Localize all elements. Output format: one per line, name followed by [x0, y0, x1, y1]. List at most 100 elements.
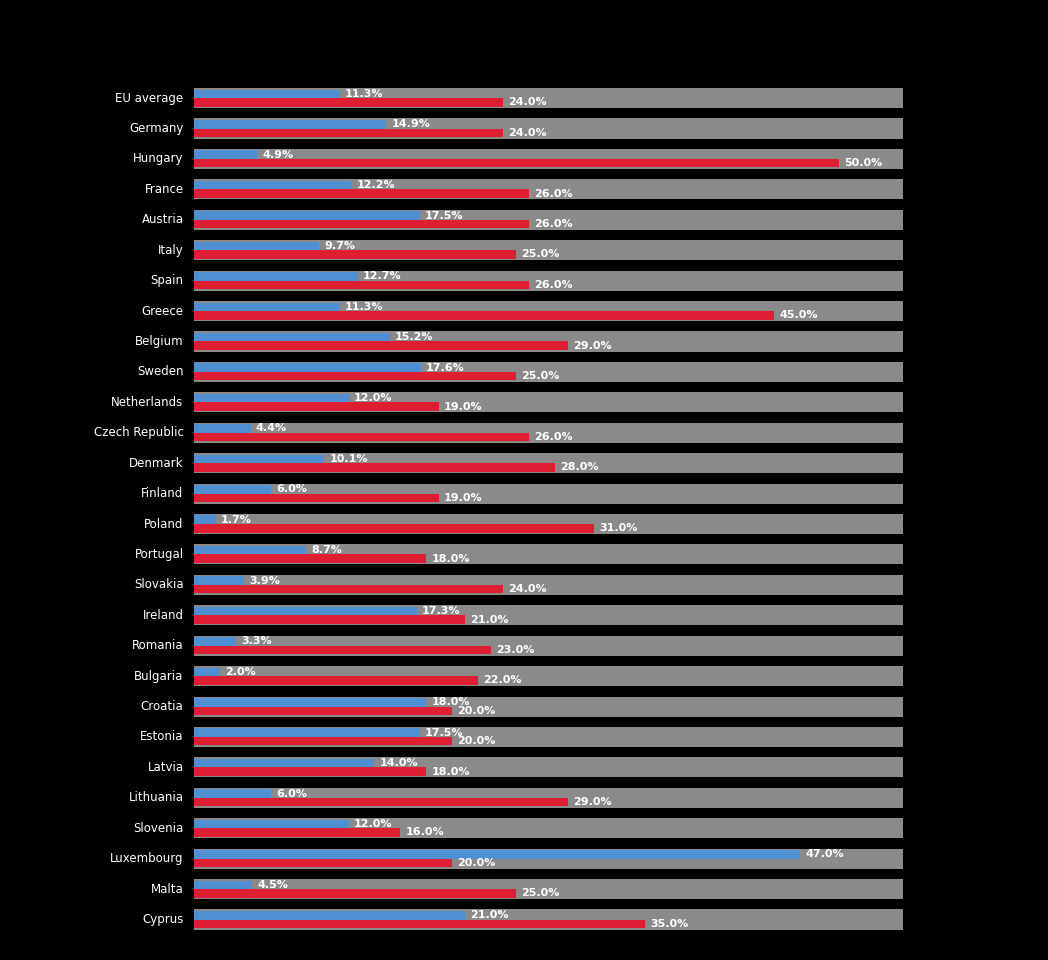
- Bar: [194, 180, 903, 200]
- Text: 50.0%: 50.0%: [844, 158, 882, 168]
- Text: EU average: EU average: [115, 91, 183, 105]
- Text: Ireland: Ireland: [143, 609, 183, 622]
- Text: 26.0%: 26.0%: [534, 432, 573, 442]
- Text: Croatia: Croatia: [140, 700, 183, 713]
- Text: Hungary: Hungary: [133, 153, 183, 165]
- Bar: [194, 698, 427, 707]
- Bar: [194, 605, 903, 625]
- Bar: [194, 394, 349, 402]
- Text: 12.2%: 12.2%: [356, 180, 395, 190]
- Text: Latvia: Latvia: [148, 761, 183, 774]
- Text: Portugal: Portugal: [134, 548, 183, 561]
- Bar: [194, 637, 237, 646]
- Text: 24.0%: 24.0%: [508, 128, 547, 138]
- Text: 11.3%: 11.3%: [345, 89, 384, 99]
- Text: Luxembourg: Luxembourg: [110, 852, 183, 865]
- Bar: [194, 493, 439, 502]
- Bar: [194, 524, 594, 533]
- Bar: [194, 757, 903, 778]
- Text: 2.0%: 2.0%: [225, 667, 256, 677]
- Bar: [194, 393, 903, 413]
- Text: France: France: [145, 182, 183, 196]
- Text: Romania: Romania: [132, 639, 183, 652]
- Text: 29.0%: 29.0%: [573, 341, 612, 350]
- Bar: [194, 364, 421, 372]
- Bar: [194, 120, 386, 129]
- Bar: [194, 149, 903, 169]
- Bar: [194, 544, 903, 564]
- Text: 26.0%: 26.0%: [534, 219, 573, 229]
- Bar: [194, 851, 800, 858]
- Text: 26.0%: 26.0%: [534, 280, 573, 290]
- Bar: [194, 707, 452, 715]
- Text: 9.7%: 9.7%: [324, 241, 355, 251]
- Text: 6.0%: 6.0%: [277, 485, 307, 494]
- Bar: [194, 516, 216, 524]
- Bar: [194, 607, 417, 615]
- Bar: [194, 666, 903, 686]
- Bar: [194, 615, 464, 624]
- Text: 47.0%: 47.0%: [805, 850, 844, 859]
- Bar: [194, 301, 903, 321]
- Bar: [194, 118, 903, 138]
- Bar: [194, 788, 903, 808]
- Bar: [194, 758, 374, 767]
- Bar: [194, 422, 903, 443]
- Bar: [194, 576, 244, 585]
- Text: Italy: Italy: [158, 244, 183, 256]
- Bar: [194, 729, 419, 737]
- Text: 17.5%: 17.5%: [424, 210, 463, 221]
- Text: 19.0%: 19.0%: [444, 401, 483, 412]
- Text: 6.0%: 6.0%: [277, 788, 307, 799]
- Bar: [194, 880, 252, 889]
- Text: 22.0%: 22.0%: [483, 676, 521, 685]
- Text: 35.0%: 35.0%: [651, 919, 689, 928]
- Bar: [194, 889, 517, 898]
- Text: 15.2%: 15.2%: [395, 332, 434, 342]
- Bar: [194, 271, 903, 291]
- Bar: [194, 362, 903, 382]
- Text: 18.0%: 18.0%: [431, 697, 470, 708]
- Text: Belgium: Belgium: [135, 335, 183, 348]
- Text: 14.0%: 14.0%: [379, 758, 418, 768]
- Bar: [194, 98, 503, 107]
- Bar: [194, 251, 517, 259]
- Bar: [194, 636, 903, 656]
- Text: Slovakia: Slovakia: [134, 578, 183, 591]
- Text: Sweden: Sweden: [137, 366, 183, 378]
- Bar: [194, 737, 452, 746]
- Bar: [194, 180, 351, 189]
- Text: 23.0%: 23.0%: [496, 645, 534, 655]
- Bar: [194, 89, 340, 98]
- Bar: [194, 667, 220, 676]
- Bar: [194, 920, 646, 928]
- Text: 18.0%: 18.0%: [431, 767, 470, 777]
- Bar: [194, 676, 478, 684]
- Bar: [194, 453, 903, 473]
- Text: 3.9%: 3.9%: [249, 576, 280, 586]
- Bar: [194, 798, 568, 806]
- Text: 25.0%: 25.0%: [522, 888, 560, 899]
- Text: 21.0%: 21.0%: [470, 910, 508, 921]
- Bar: [194, 849, 903, 869]
- Text: 17.6%: 17.6%: [427, 363, 465, 372]
- Bar: [194, 485, 271, 493]
- Text: 29.0%: 29.0%: [573, 797, 612, 807]
- Bar: [194, 828, 400, 837]
- Text: Netherlands: Netherlands: [111, 396, 183, 409]
- Bar: [194, 646, 490, 654]
- Text: Finland: Finland: [141, 487, 183, 500]
- Text: Malta: Malta: [151, 882, 183, 896]
- Text: 12.0%: 12.0%: [354, 393, 392, 403]
- Bar: [194, 484, 903, 504]
- Bar: [194, 189, 529, 198]
- Text: 21.0%: 21.0%: [470, 614, 508, 625]
- Bar: [194, 211, 419, 220]
- Text: 12.0%: 12.0%: [354, 819, 392, 829]
- Bar: [194, 129, 503, 137]
- Bar: [194, 455, 324, 463]
- Text: 20.0%: 20.0%: [457, 706, 496, 716]
- Text: 4.5%: 4.5%: [257, 879, 288, 890]
- Bar: [194, 331, 903, 351]
- Text: Austria: Austria: [141, 213, 183, 227]
